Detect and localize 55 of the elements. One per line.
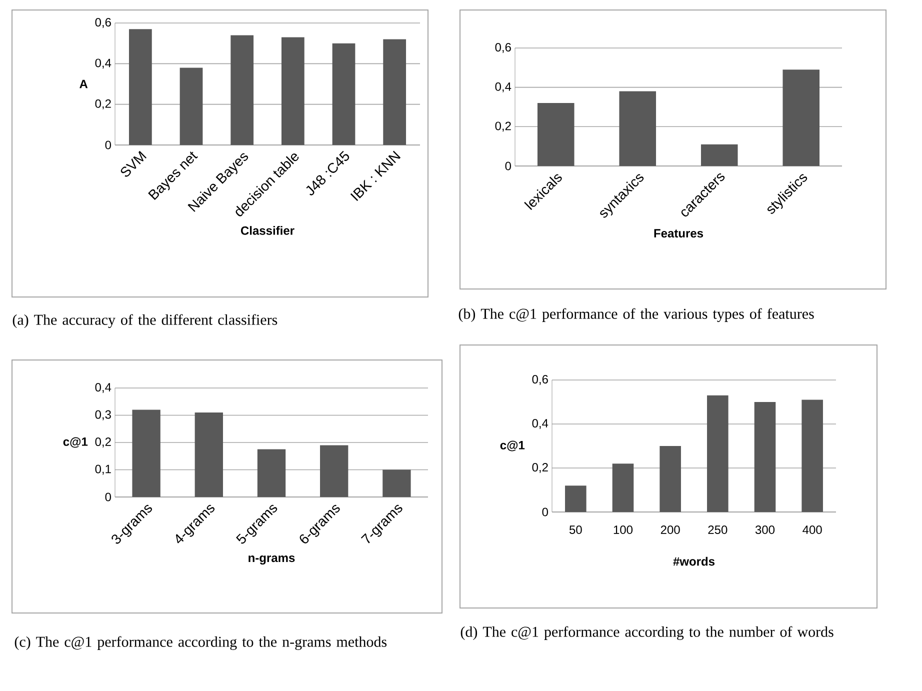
y-tick-label: 0 (105, 140, 112, 150)
y-tick-label: 0,6 (95, 18, 111, 28)
x-axis-title: #words (673, 556, 715, 566)
y-axis-title: c@1 (63, 437, 88, 448)
bar (537, 103, 574, 166)
x-axis-title: Features (654, 229, 704, 238)
bar (132, 410, 160, 497)
y-tick-label: 0,4 (532, 419, 548, 429)
bar (320, 445, 348, 497)
y-axis-title: c@1 (500, 440, 525, 452)
bar (257, 449, 286, 497)
bar (700, 144, 738, 166)
x-tick-label: 50 (569, 526, 582, 534)
bar (383, 39, 406, 145)
bar (754, 402, 776, 512)
x-tick-label: 400 (802, 526, 822, 534)
x-tick-label: 200 (660, 526, 680, 534)
y-tick-label: 0,4 (95, 383, 112, 393)
x-axis-title: Classifier (240, 226, 294, 235)
y-tick-label: 0,2 (95, 99, 111, 110)
y-tick-label: 0,4 (495, 82, 512, 92)
bar (382, 470, 411, 497)
y-tick-label: 0 (542, 508, 548, 516)
x-tick-label: 300 (755, 526, 775, 534)
bar (619, 91, 656, 166)
bar (332, 43, 356, 145)
y-tick-label: 0,2 (95, 438, 111, 448)
y-axis-title: A (80, 80, 88, 88)
y-tick-label: 0,3 (95, 410, 111, 420)
x-tick-label: 100 (614, 526, 633, 534)
text: (d) The c@1 performance according to the number of words (460, 626, 834, 640)
x-tick-label: 250 (708, 526, 728, 534)
bar (128, 29, 152, 145)
bar (707, 395, 728, 512)
bar (612, 464, 634, 512)
y-tick-label: 0,6 (532, 375, 548, 385)
bar (565, 486, 586, 512)
bar (782, 70, 820, 166)
bar (281, 37, 304, 145)
y-tick-label: 0,1 (95, 464, 111, 475)
y-tick-label: 0,2 (532, 463, 548, 473)
text: (a) The accuracy of the different classifiers (12, 314, 278, 328)
bar (180, 68, 203, 145)
y-tick-label: 0,2 (495, 122, 511, 132)
bar (194, 412, 223, 497)
y-tick-label: 0,4 (95, 58, 112, 69)
text: (b) The c@1 performance of the various types of features (458, 308, 814, 322)
y-tick-label: 0 (505, 162, 512, 170)
y-tick-label: 0 (105, 492, 112, 502)
text: (c) The c@1 performance according to the n-grams methods (14, 636, 387, 650)
bar (660, 446, 681, 512)
bar (230, 35, 254, 145)
bar (802, 400, 823, 512)
y-tick-label: 0,6 (495, 43, 511, 53)
x-axis-title: n-grams (248, 556, 295, 565)
